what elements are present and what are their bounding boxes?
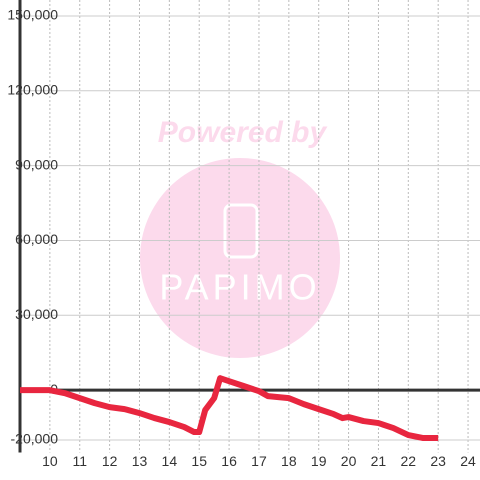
y-tick-label: 30,000: [15, 306, 58, 322]
x-tick-label: 24: [460, 453, 476, 469]
x-tick-label: 10: [42, 453, 58, 469]
x-tick-label: 13: [132, 453, 148, 469]
watermark: Powered by PAPIMO: [140, 116, 340, 358]
watermark-phone: [223, 203, 259, 259]
watermark-text: Powered by: [158, 116, 328, 149]
x-tick-label: 15: [191, 453, 207, 469]
x-tick-label: 18: [281, 453, 297, 469]
x-tick-label: 14: [162, 453, 178, 469]
x-tick-label: 23: [430, 453, 446, 469]
x-tick-label: 16: [221, 453, 237, 469]
x-tick-label: 11: [72, 453, 87, 469]
x-tick-label: 17: [251, 453, 267, 469]
x-tick-label: 19: [311, 453, 327, 469]
y-tick-label: -20,000: [11, 431, 59, 447]
x-tick-label: 21: [371, 453, 387, 469]
x-tick-label: 20: [341, 453, 357, 469]
x-tick-label: 12: [102, 453, 118, 469]
x-tick-label: 22: [401, 453, 417, 469]
y-tick-label: 150,000: [7, 7, 58, 23]
data-line: [20, 375, 439, 442]
y-tick-label: 60,000: [15, 231, 58, 247]
y-tick-label: 90,000: [15, 156, 58, 172]
watermark-logo: PAPIMO: [159, 267, 320, 308]
y-tick-label: 120,000: [7, 82, 58, 98]
